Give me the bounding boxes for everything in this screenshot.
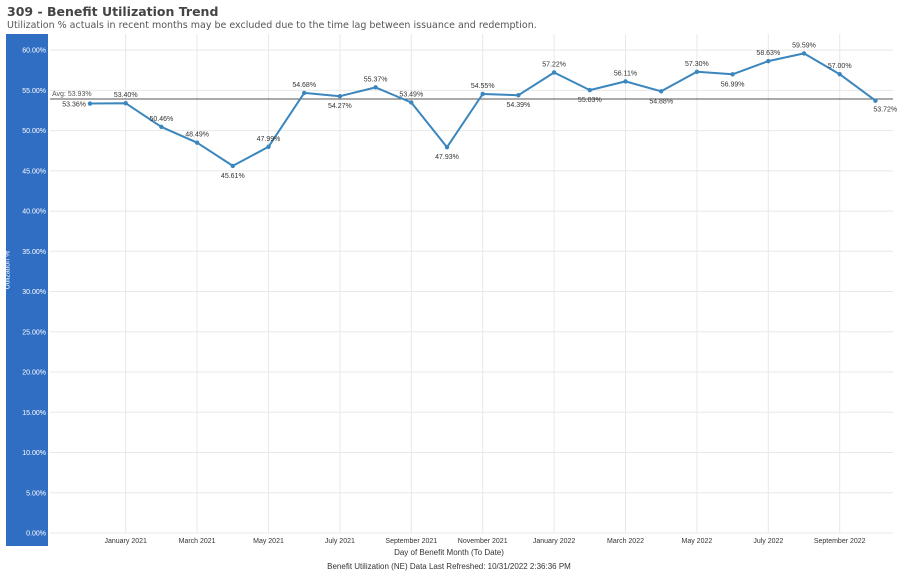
- data-label: 47.93%: [435, 154, 459, 161]
- x-tick-label: September 2022: [814, 538, 866, 545]
- data-label: 54.68%: [292, 82, 316, 89]
- y-tick-label: 35.00%: [22, 249, 46, 256]
- average-label: Avg: 53.93%: [52, 91, 92, 98]
- data-point: [694, 69, 700, 75]
- data-point: [551, 70, 557, 75]
- data-point: [730, 72, 735, 77]
- x-gridlines: [125, 34, 841, 533]
- data-label: 48.49%: [185, 132, 209, 139]
- y-tick-label: 15.00%: [22, 410, 46, 417]
- data-label: 54.39%: [507, 102, 531, 109]
- y-tick-label: 20.00%: [22, 370, 46, 377]
- chart-title: 309 - Benefit Utilization Trend: [7, 4, 219, 19]
- data-point: [766, 58, 771, 64]
- data-label: 57.00%: [828, 63, 852, 70]
- x-tick-label: May 2021: [253, 538, 284, 545]
- data-label: 54.55%: [471, 83, 495, 90]
- data-point: [123, 101, 128, 106]
- y-tick-labels: 0.00% 5.00% 10.00% 15.00% 20.00% 25.00% 30.00%…: [22, 48, 46, 538]
- x-axis-label: Day of Benefit Month (To Date): [394, 548, 504, 557]
- x-tick-label: January 2021: [104, 538, 147, 545]
- data-point: [659, 89, 664, 94]
- data-label: 54.88%: [649, 98, 673, 105]
- x-tick-label: March 2021: [179, 538, 216, 545]
- data-point: [480, 91, 485, 97]
- data-point: [302, 90, 307, 96]
- x-tick-label: July 2021: [325, 538, 355, 545]
- data-label: 54.27%: [328, 103, 352, 110]
- y-tick-label: 40.00%: [22, 209, 46, 216]
- data-point: [587, 87, 592, 93]
- data-point: [230, 163, 235, 169]
- data-label: 53.72%: [873, 107, 897, 114]
- y-tick-label: 60.00%: [22, 48, 46, 55]
- data-point: [337, 94, 343, 99]
- data-label: 45.61%: [221, 173, 245, 180]
- data-label: 53.49%: [399, 91, 423, 98]
- y-tick-label: 45.00%: [22, 168, 46, 175]
- data-point: [194, 140, 200, 145]
- data-label: 57.22%: [542, 61, 566, 68]
- data-label: 59.59%: [792, 42, 816, 49]
- average-reference: Avg: 53.93%: [50, 91, 893, 100]
- data-label: 55.37%: [364, 76, 388, 83]
- x-tick-labels: January 2021 March 2021 May 2021 July 2021 S…: [104, 538, 865, 545]
- y-gridlines: [50, 49, 893, 534]
- data-label: 53.36%: [62, 102, 86, 109]
- data-point: [409, 100, 414, 105]
- data-point: [873, 98, 878, 103]
- utilization-series: [87, 51, 878, 169]
- y-tick-label: 5.00%: [26, 490, 46, 497]
- data-label: 55.03%: [578, 97, 602, 104]
- data-point: [266, 144, 271, 149]
- data-point: [87, 101, 93, 106]
- data-point: [373, 85, 378, 90]
- data-label: 57.30%: [685, 61, 709, 68]
- y-tick-label: 10.00%: [22, 450, 46, 457]
- chart-subtitle: Utilization % actuals in recent months m…: [7, 20, 537, 31]
- data-point: [159, 124, 164, 130]
- data-point: [516, 93, 521, 98]
- y-tick-label: 0.00%: [26, 531, 46, 538]
- data-label: 56.11%: [614, 70, 637, 77]
- y-tick-label: 50.00%: [22, 128, 46, 135]
- data-labels: 53.36% 53.40% 50.46% 48.49% 45.61% 47.99% 54.6…: [62, 42, 897, 180]
- x-tick-label: November 2021: [458, 538, 508, 545]
- y-tick-label: 25.00%: [22, 329, 46, 336]
- y-axis-band: [6, 34, 48, 546]
- data-refresh-note: Benefit Utilization (NE) Data Last Refre…: [327, 562, 571, 571]
- x-tick-label: January 2022: [533, 538, 576, 545]
- y-tick-label: 30.00%: [22, 289, 46, 296]
- x-tick-label: March 2022: [607, 538, 644, 545]
- x-tick-label: July 2022: [753, 538, 783, 545]
- data-point: [444, 145, 450, 150]
- y-tick-label: 55.00%: [22, 88, 46, 95]
- data-label: 53.40%: [114, 92, 138, 99]
- data-label: 47.99%: [257, 136, 281, 143]
- data-label: 56.99%: [721, 81, 745, 88]
- x-tick-label: May 2022: [682, 538, 713, 545]
- data-label: 58.63%: [756, 50, 780, 57]
- data-point: [837, 72, 842, 77]
- x-tick-label: September 2021: [385, 538, 437, 545]
- data-point: [623, 79, 628, 84]
- data-label: 50.46%: [150, 116, 174, 123]
- data-point: [801, 51, 807, 56]
